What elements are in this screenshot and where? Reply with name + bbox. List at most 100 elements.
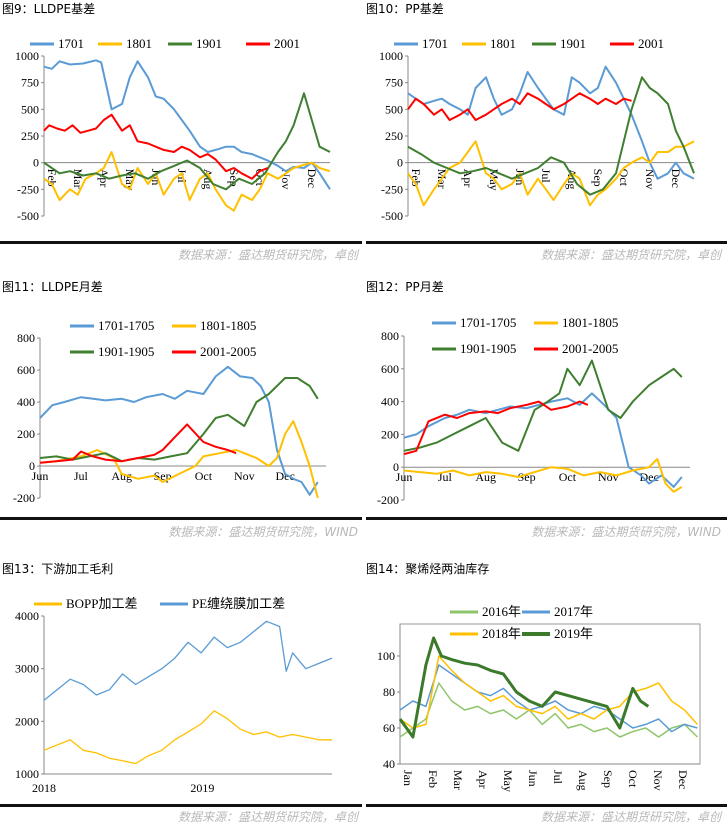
x-tick-label: Oct [195, 469, 213, 483]
legend-label: 2001 [638, 36, 664, 51]
x-tick-label: Dec [305, 169, 319, 188]
source-note: 数据来源：盛达期货研究院，WIND [531, 525, 721, 539]
series-line [403, 392, 683, 488]
x-tick-label: Sep [601, 770, 615, 788]
panel-lldpe-basis: 图9：LLDPE基差 1000 750 500 250 0 -250 -500 Feb Mar A… [0, 0, 364, 268]
y-tick-label: 600 [17, 363, 35, 377]
panel-lldpe-spread: 图11：LLDPE月差 800 600 400 200 0 -200 Jun Jul Aug Se… [0, 278, 364, 546]
y-tick-label: -500 [17, 209, 39, 223]
y-tick-label: 250 [385, 129, 403, 143]
y-tick-label: 80 [383, 685, 395, 699]
series-line [403, 458, 683, 493]
x-tick-label: Sep [227, 169, 241, 187]
chart-title: 图12：PP月差 [366, 280, 444, 294]
series-line [39, 420, 319, 499]
y-tick-label: 0 [29, 459, 35, 473]
source-note: 数据来源：盛达期货研究院，卓创 [540, 248, 721, 262]
x-tick-label: Oct [626, 770, 640, 788]
series-line [398, 636, 650, 739]
x-tick-label: Mar [451, 770, 465, 790]
y-tick-label: 200 [381, 427, 399, 441]
y-tick-label: 4000 [15, 609, 39, 623]
chart-title: 图9：LLDPE基差 [2, 2, 96, 16]
legend-label: 1701-1705 [98, 318, 154, 333]
legend-label: 1901 [560, 36, 586, 51]
legend-label: 2019年 [554, 626, 593, 641]
x-tick-label: Dec [676, 770, 690, 789]
y-tick-label: -200 [13, 491, 35, 505]
panel-pp-spread: 图12：PP月差 800 600 400 200 0 -200 Jun Jul Aug Sep Oc… [364, 278, 727, 546]
y-tick-label: 200 [17, 427, 35, 441]
series-line [43, 92, 331, 191]
panel-processing-margin: 图13：下游加工毛利 4000 3000 2000 1000 2018 2019 BOPP加… [0, 560, 364, 824]
legend-label: 2017年 [554, 604, 593, 619]
series-line [403, 359, 683, 452]
series-line [43, 113, 268, 180]
series-line [403, 400, 589, 456]
y-tick-label: 800 [17, 331, 35, 345]
divider [0, 804, 362, 807]
series-line [39, 365, 319, 496]
chart-title: 图10：PP基差 [366, 2, 444, 16]
legend-label: 1901-1905 [98, 344, 154, 359]
y-tick-label: -250 [17, 182, 39, 196]
series-line [399, 655, 698, 729]
series-line [407, 140, 695, 207]
x-tick-label: Jun [32, 469, 49, 483]
y-tick-label: 3000 [15, 662, 39, 676]
y-tick-label: 1000 [15, 767, 39, 781]
series-line [43, 620, 333, 701]
x-tick-label: Nov [234, 469, 255, 483]
x-tick-label: 2019 [190, 781, 214, 795]
y-tick-label: 60 [383, 721, 395, 735]
x-tick-label: Jul [74, 469, 89, 483]
series-line [407, 65, 695, 180]
y-tick-label: 2000 [15, 714, 39, 728]
legend-label: 1801-1805 [562, 315, 618, 330]
legend-label: 2001 [274, 36, 300, 51]
series-line [43, 59, 331, 190]
x-tick-label: Jan [401, 770, 415, 786]
x-tick-label: 2018 [32, 781, 56, 795]
legend-label: BOPP加工差 [66, 596, 138, 611]
series-line [399, 664, 698, 733]
series-line [39, 423, 237, 464]
x-tick-label: Apr [97, 169, 111, 188]
y-tick-label: 800 [381, 329, 399, 343]
x-tick-label: May [501, 770, 515, 792]
legend-label: 1801 [490, 36, 516, 51]
source-note: 数据来源：盛达期货研究院，卓创 [177, 810, 358, 824]
x-tick-label: Nov [651, 770, 665, 791]
series-line [407, 92, 632, 121]
y-tick-label: 1000 [379, 49, 403, 63]
chart-title: 图14：聚烯烃两油库存 [366, 562, 490, 576]
y-tick-label: -500 [381, 209, 403, 223]
y-tick-label: 0 [393, 460, 399, 474]
x-tick-label: Aug [565, 169, 579, 190]
y-tick-label: 750 [385, 76, 403, 90]
plot-frame [399, 623, 701, 765]
legend-label: 1701 [58, 36, 84, 51]
x-tick-label: Jul [539, 169, 553, 184]
chart-title: 图13：下游加工毛利 [2, 562, 114, 576]
y-tick-label: -250 [381, 182, 403, 196]
x-tick-label: Nov [279, 169, 293, 190]
divider [0, 517, 362, 520]
panel-pp-basis: 图10：PP基差 1000 750 500 250 0 -250 -500 Feb Mar Apr… [364, 0, 727, 268]
legend-label: 1901 [196, 36, 222, 51]
legend-label: 2016年 [482, 604, 521, 619]
legend-label: 1801 [126, 36, 152, 51]
legend-label: 2001-2005 [200, 344, 256, 359]
series-line [43, 151, 331, 212]
source-note: 数据来源：盛达期货研究院，WIND [168, 525, 358, 539]
y-tick-label: 100 [377, 649, 395, 663]
legend-label: PE缠绕膜加工差 [192, 596, 285, 611]
y-tick-label: 400 [17, 395, 35, 409]
x-tick-label: Sep [591, 169, 605, 187]
x-tick-label: Nov [643, 169, 657, 190]
y-tick-label: 250 [21, 129, 39, 143]
